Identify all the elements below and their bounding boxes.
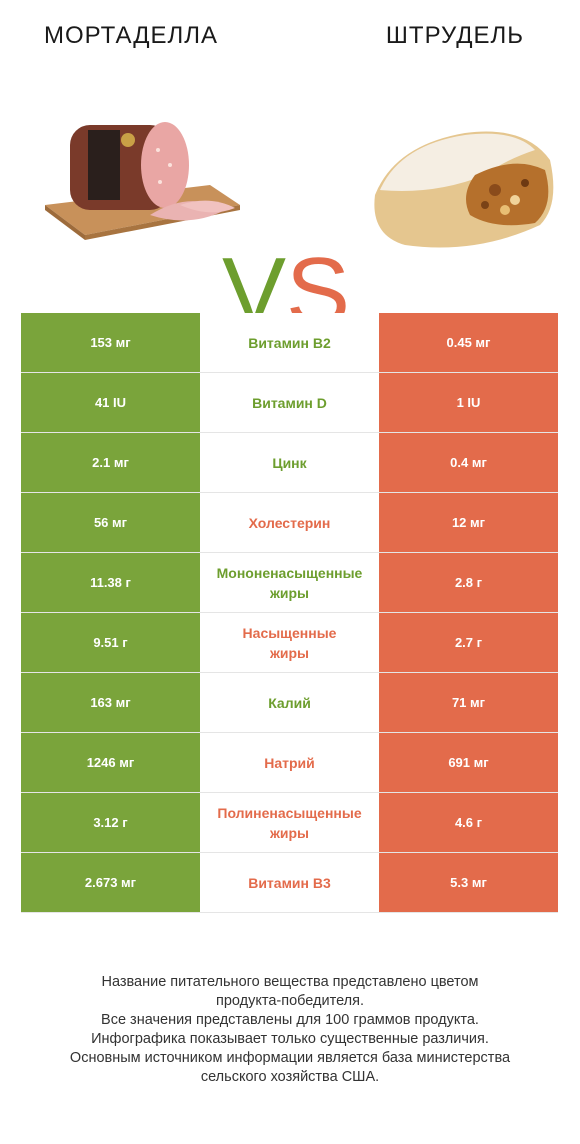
table-row: 163 мг Калий 71 мг xyxy=(21,673,558,733)
row-divider xyxy=(21,372,558,373)
left-product-title: МОРТАДЕЛЛА xyxy=(44,22,219,49)
product-images: VS xyxy=(0,110,580,340)
footnote-line: Все значения представлены для 100 граммо… xyxy=(101,1012,479,1028)
right-value: 71 мг xyxy=(379,673,558,732)
strudel-image xyxy=(374,131,554,248)
left-value: 1246 мг xyxy=(21,733,200,792)
left-value: 3.12 г xyxy=(21,793,200,852)
row-divider xyxy=(21,612,558,613)
right-value: 4.6 г xyxy=(379,793,558,852)
right-value: 691 мг xyxy=(379,733,558,792)
row-divider xyxy=(21,852,558,853)
table-row: 2.673 мг Витамин B3 5.3 мг xyxy=(21,853,558,913)
table-row: 56 мг Холестерин 12 мг xyxy=(21,493,558,553)
row-divider xyxy=(21,432,558,433)
row-divider xyxy=(21,792,558,793)
footnote-line: Инфографика показывает только существенн… xyxy=(91,1031,489,1047)
right-value: 12 мг xyxy=(379,493,558,552)
nutrient-name: Витамин D xyxy=(200,373,379,432)
table-row: 3.12 г Полиненасыщенные жиры 4.6 г xyxy=(21,793,558,853)
table-row: 2.1 мг Цинк 0.4 мг xyxy=(21,433,558,493)
nutrient-name: Витамин B2 xyxy=(200,313,379,372)
nutrient-name: Натрий xyxy=(200,733,379,792)
right-value: 2.7 г xyxy=(379,613,558,672)
right-value: 0.4 мг xyxy=(379,433,558,492)
right-value: 1 IU xyxy=(379,373,558,432)
left-value: 153 мг xyxy=(21,313,200,372)
left-value: 163 мг xyxy=(21,673,200,732)
table-row: 9.51 г Насыщенные жиры 2.7 г xyxy=(21,613,558,673)
table-row: 153 мг Витамин B2 0.45 мг xyxy=(21,313,558,373)
table-row: 1246 мг Натрий 691 мг xyxy=(21,733,558,793)
row-divider xyxy=(21,732,558,733)
row-divider xyxy=(21,672,558,673)
nutrient-name: Мононенасыщенные жиры xyxy=(200,553,379,612)
left-value: 41 IU xyxy=(21,373,200,432)
table-row: 11.38 г Мононенасыщенные жиры 2.8 г xyxy=(21,553,558,613)
left-value: 2.673 мг xyxy=(21,853,200,912)
row-divider xyxy=(21,912,558,913)
right-value: 0.45 мг xyxy=(379,313,558,372)
nutrient-name: Цинк xyxy=(200,433,379,492)
left-value: 56 мг xyxy=(21,493,200,552)
row-divider xyxy=(21,552,558,553)
footnote-line: сельского хозяйства США. xyxy=(200,1069,380,1085)
nutrient-name: Насыщенные жиры xyxy=(200,613,379,672)
right-value: 2.8 г xyxy=(379,553,558,612)
footnote-line: продукта-победителя. xyxy=(215,993,365,1009)
left-value: 2.1 мг xyxy=(21,433,200,492)
right-value: 5.3 мг xyxy=(379,853,558,912)
footnote-line: Название питательного вещества представл… xyxy=(101,974,479,990)
nutrient-name: Холестерин xyxy=(200,493,379,552)
footnote: Название питательного вещества представл… xyxy=(0,973,580,1087)
right-product-title: ШТРУДЕЛЬ xyxy=(385,22,524,49)
mortadella-image xyxy=(45,122,240,240)
nutrient-name: Витамин B3 xyxy=(200,853,379,912)
footnote-line: Основным источником информации является … xyxy=(69,1050,511,1066)
left-value: 11.38 г xyxy=(21,553,200,612)
left-value: 9.51 г xyxy=(21,613,200,672)
row-divider xyxy=(21,492,558,493)
nutrient-name: Полиненасыщенные жиры xyxy=(200,793,379,852)
nutrient-name: Калий xyxy=(200,673,379,732)
